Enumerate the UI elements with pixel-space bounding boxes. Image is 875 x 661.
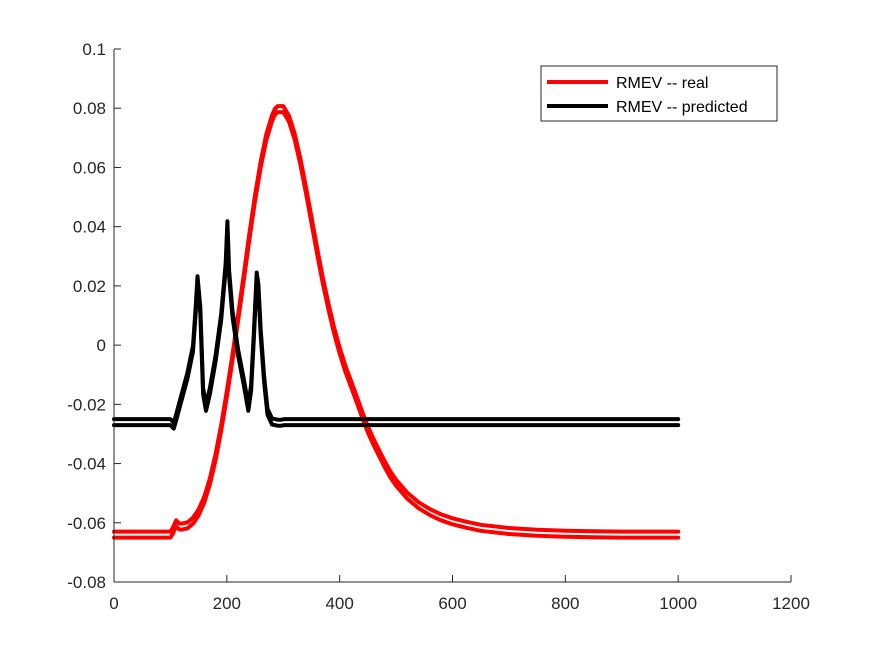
series-line-2-copy (112, 219, 681, 425)
series-line-1-copy (112, 104, 681, 534)
plot-background (114, 49, 791, 582)
x-tick-label: 200 (213, 594, 241, 613)
y-tick-label: 0.04 (73, 218, 106, 237)
y-tick-label: 0.02 (73, 277, 106, 296)
y-tick-label: 0.08 (73, 99, 106, 118)
x-tick-label: 400 (325, 594, 353, 613)
legend-box (540, 65, 778, 122)
y-tick-label: 0.1 (82, 40, 106, 59)
y-tick-label: 0.06 (73, 158, 106, 177)
legend-label-2: RMEV -- predicted (616, 99, 748, 116)
y-tick-label: -0.08 (67, 573, 106, 592)
y-tick-label: -0.02 (67, 395, 106, 414)
x-tick-label: 1200 (772, 594, 810, 613)
y-tick-label: 0 (97, 336, 106, 355)
x-tick-label: 800 (551, 594, 579, 613)
legend-label-1: RMEV -- real (616, 75, 708, 92)
y-tick-label: -0.06 (67, 514, 106, 533)
y-tick-label: -0.04 (67, 455, 106, 474)
x-tick-label: 600 (438, 594, 466, 613)
x-tick-label: 0 (109, 594, 118, 613)
axes-layer: 0 200 400 600 800 1000 1200 -0.08 -0.06 -0.04 -0.0… (67, 40, 810, 613)
legend: RMEV -- real RMEV -- predicted (540, 65, 778, 122)
x-tick-label: 1000 (659, 594, 697, 613)
series-layer (112, 104, 681, 540)
